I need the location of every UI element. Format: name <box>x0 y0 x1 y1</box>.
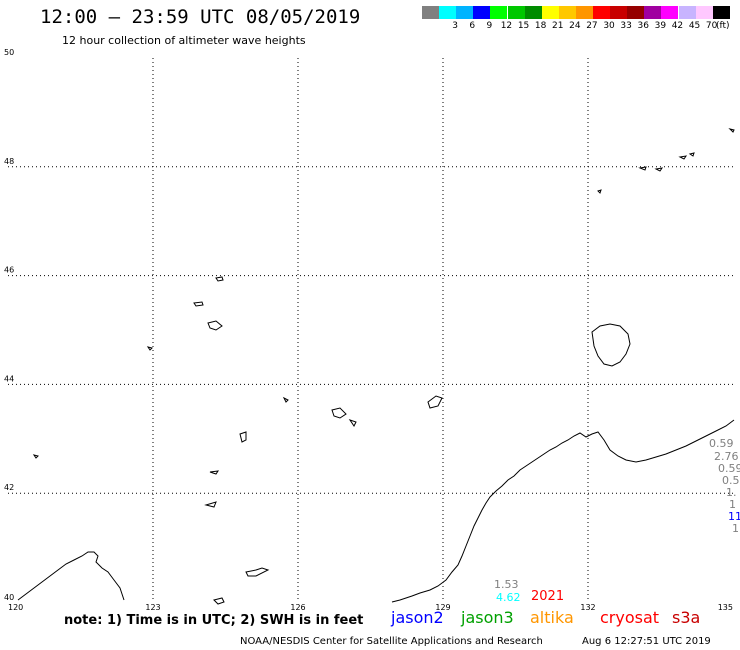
island-small <box>597 189 602 194</box>
legend-label: 12 <box>500 21 513 31</box>
lon-tick-label: 126 <box>290 603 305 612</box>
island-small <box>207 320 223 331</box>
legend-swatch <box>524 6 542 19</box>
legend-swatch <box>627 6 645 19</box>
wave-height-value: 0.59 <box>709 437 734 450</box>
legend-swatch <box>507 6 525 19</box>
island-small <box>654 167 664 172</box>
map-frame <box>7 57 734 603</box>
lat-tick-label: 44 <box>4 374 14 383</box>
lon-tick-label: 132 <box>580 603 595 612</box>
island-small <box>245 567 270 577</box>
island-small <box>282 396 289 403</box>
island-small <box>213 597 225 605</box>
lon-tick-label: 120 <box>8 603 23 612</box>
legend-label: 24 <box>569 21 581 31</box>
footer-note: note: 1) Time is in UTC; 2) SWH is in fe… <box>64 613 364 628</box>
coastline-mainland-east <box>391 419 735 603</box>
satellite-name: jason2 <box>391 608 444 627</box>
island-small <box>204 501 217 508</box>
island-small <box>427 395 443 409</box>
legend-swatch <box>422 6 440 19</box>
legend-swatch <box>712 6 730 19</box>
island-small <box>32 454 39 459</box>
island-small <box>193 301 204 307</box>
satellite-name: cryosat <box>600 608 660 627</box>
lon-tick-label: 123 <box>145 603 160 612</box>
lat-tick-label: 48 <box>4 157 14 166</box>
island-small <box>638 166 647 171</box>
island-small <box>209 470 220 475</box>
legend-label: 33 <box>620 21 632 31</box>
legend-label: 39 <box>654 21 667 31</box>
wave-height-value: 2.76 <box>714 450 739 463</box>
lat-tick-label: 46 <box>4 266 14 275</box>
satellite-name: s3a <box>672 608 701 627</box>
coastline-mainland-west <box>17 551 125 601</box>
legend-unit: (ft) <box>716 21 730 31</box>
wave-height-value: 4.62 <box>496 591 521 604</box>
wave-height-value: 1 <box>732 522 739 535</box>
wave-height-value: 0.5 <box>722 474 740 487</box>
legend-label: 70 <box>705 21 718 31</box>
lon-tick-label: 135 <box>718 603 733 612</box>
legend-swatch <box>610 6 628 19</box>
legend-swatch <box>593 6 611 19</box>
legend-swatch <box>439 6 457 19</box>
lat-lon-grid <box>7 57 734 603</box>
legend-swatch <box>661 6 679 19</box>
legend-swatch <box>473 6 491 19</box>
legend-label: 21 <box>552 21 564 31</box>
island-small <box>239 431 247 443</box>
footer-credit: NOAA/NESDIS Center for Satellite Applica… <box>240 636 543 647</box>
legend-label: 27 <box>586 21 598 31</box>
legend-label: 45 <box>688 21 701 31</box>
coastline <box>17 128 735 605</box>
legend-swatch <box>575 6 593 19</box>
island-large-east <box>591 323 631 367</box>
legend-swatch <box>541 6 559 19</box>
legend-swatch <box>490 6 508 19</box>
satellite-name: jason3 <box>461 608 514 627</box>
legend-label: 6 <box>469 21 476 31</box>
island-small <box>728 128 735 133</box>
legend-swatch <box>558 6 576 19</box>
legend-label: 36 <box>637 21 649 31</box>
wave-height-value: 1 <box>729 498 736 511</box>
island-small <box>688 152 695 157</box>
wave-height-value: 2021 <box>531 589 565 604</box>
legend-swatch <box>678 6 696 19</box>
wave-height-value: 1. <box>726 486 737 499</box>
lat-tick-label: 50 <box>4 48 14 57</box>
axis-tick-labels: 120 123 126 129 132 135 40 42 44 46 48 50 <box>4 48 733 612</box>
legend-label: 15 <box>517 21 530 31</box>
page-title: 12:00 – 23:59 UTC 08/05/2019 <box>40 6 361 28</box>
island-small <box>331 407 347 419</box>
page-subtitle: 12 hour collection of altimeter wave hei… <box>62 34 306 47</box>
footer-timestamp: Aug 6 12:27:51 UTC 2019 <box>582 636 711 647</box>
wave-height-value: 11 <box>728 510 740 523</box>
island-small <box>215 276 224 282</box>
legend-label: 9 <box>486 21 493 31</box>
lat-tick-label: 40 <box>4 593 14 602</box>
legend-swatch <box>456 6 474 19</box>
legend-swatch <box>644 6 662 19</box>
legend-label: 30 <box>603 21 615 31</box>
lat-tick-label: 42 <box>4 483 14 492</box>
island-small <box>678 155 688 160</box>
legend-label: 18 <box>534 21 547 31</box>
satellite-name: altika <box>530 608 574 627</box>
legend-swatch <box>695 6 713 19</box>
wave-height-value: 0.59 <box>718 462 740 475</box>
wave-height-value: 1.53 <box>494 578 519 591</box>
lon-tick-label: 129 <box>435 603 450 612</box>
legend-label: 3 <box>452 21 458 31</box>
island-small <box>146 346 153 351</box>
legend-label: 42 <box>671 21 684 31</box>
island-small <box>348 419 357 427</box>
